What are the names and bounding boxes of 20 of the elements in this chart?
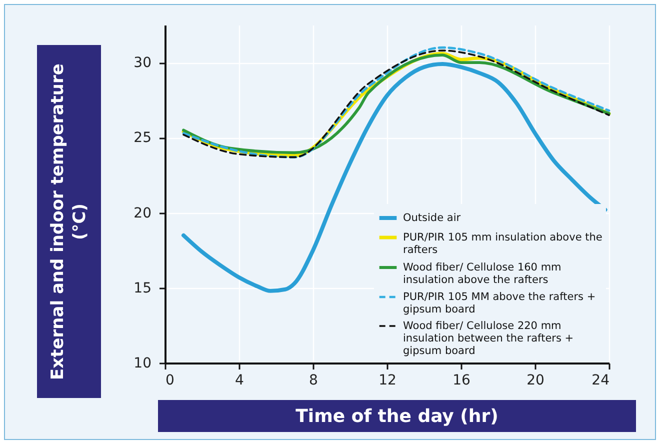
legend-label: Wood fiber/ Cellulose 220 mm insulation between the rafters + gipsum board (403, 320, 574, 357)
x-tick-label: 16 (452, 372, 470, 388)
line-series (182, 62, 608, 293)
y-tick-label: 20 (134, 205, 152, 222)
x-axis-title: Time of the day (hr) (158, 400, 636, 432)
y-tick-label: 25 (134, 130, 152, 146)
legend-label: Outside air (403, 212, 462, 224)
legend-label: PUR/PIR 105 mm insulation above the rafters (403, 232, 602, 256)
legend-label: Wood fiber/ Cellulose 160 mm insulation above the rafters (403, 262, 562, 286)
legend-label: PUR/PIR 105 MM above the rafters + gipsum board (403, 291, 596, 316)
x-tick-label: 12 (378, 372, 396, 388)
y-tick-label: 30 (134, 55, 152, 72)
x-tick-label: 8 (309, 372, 318, 388)
y-tick-label: 10 (134, 356, 152, 372)
x-tick-label: 20 (526, 372, 544, 388)
x-tick-label: 24 (592, 372, 610, 388)
x-tick-label: 4 (235, 372, 244, 388)
y-axis-title: External and indoor temperature (°C) (37, 45, 101, 398)
x-tick-label: 0 (166, 372, 174, 388)
y-tick-label: 15 (134, 280, 152, 296)
